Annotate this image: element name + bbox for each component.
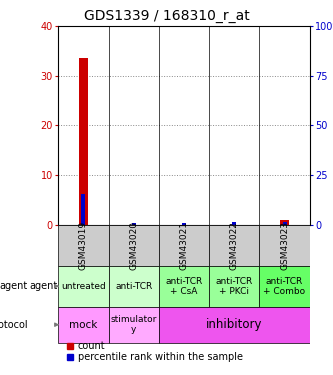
FancyBboxPatch shape bbox=[159, 266, 209, 307]
Bar bbox=[182, 223, 186, 225]
Bar bbox=[232, 222, 236, 225]
Text: GDS1339 / 168310_r_at: GDS1339 / 168310_r_at bbox=[84, 9, 249, 23]
Bar bbox=[280, 220, 289, 225]
FancyBboxPatch shape bbox=[159, 307, 310, 343]
FancyBboxPatch shape bbox=[109, 307, 159, 343]
Text: anti-TCR
+ PKCi: anti-TCR + PKCi bbox=[216, 277, 253, 296]
Bar bbox=[282, 222, 287, 225]
Text: protocol: protocol bbox=[0, 320, 28, 330]
Text: GSM43021: GSM43021 bbox=[179, 220, 188, 270]
Text: inhibitory: inhibitory bbox=[206, 318, 262, 331]
Text: anti-TCR
+ CsA: anti-TCR + CsA bbox=[166, 277, 202, 296]
FancyBboxPatch shape bbox=[259, 225, 310, 266]
FancyBboxPatch shape bbox=[109, 225, 159, 266]
Bar bbox=[132, 223, 136, 225]
FancyBboxPatch shape bbox=[159, 225, 209, 266]
Text: GSM43020: GSM43020 bbox=[129, 220, 138, 270]
Bar bbox=[79, 58, 88, 225]
Text: anti-TCR: anti-TCR bbox=[115, 282, 152, 291]
Text: agent: agent bbox=[29, 281, 57, 291]
FancyBboxPatch shape bbox=[209, 225, 259, 266]
Bar bbox=[81, 194, 86, 225]
Text: GSM43023: GSM43023 bbox=[280, 220, 289, 270]
Text: stimulator
y: stimulator y bbox=[111, 315, 157, 334]
FancyBboxPatch shape bbox=[58, 307, 109, 343]
FancyBboxPatch shape bbox=[259, 266, 310, 307]
Text: mock: mock bbox=[69, 320, 98, 330]
FancyBboxPatch shape bbox=[58, 225, 109, 266]
Text: GSM43019: GSM43019 bbox=[79, 220, 88, 270]
FancyBboxPatch shape bbox=[58, 266, 109, 307]
FancyBboxPatch shape bbox=[209, 266, 259, 307]
Text: anti-TCR
+ Combo: anti-TCR + Combo bbox=[263, 277, 306, 296]
FancyBboxPatch shape bbox=[109, 266, 159, 307]
Legend: count, percentile rank within the sample: count, percentile rank within the sample bbox=[63, 337, 247, 366]
Text: GSM43022: GSM43022 bbox=[230, 221, 239, 270]
Text: agent: agent bbox=[0, 281, 28, 291]
Text: untreated: untreated bbox=[61, 282, 106, 291]
